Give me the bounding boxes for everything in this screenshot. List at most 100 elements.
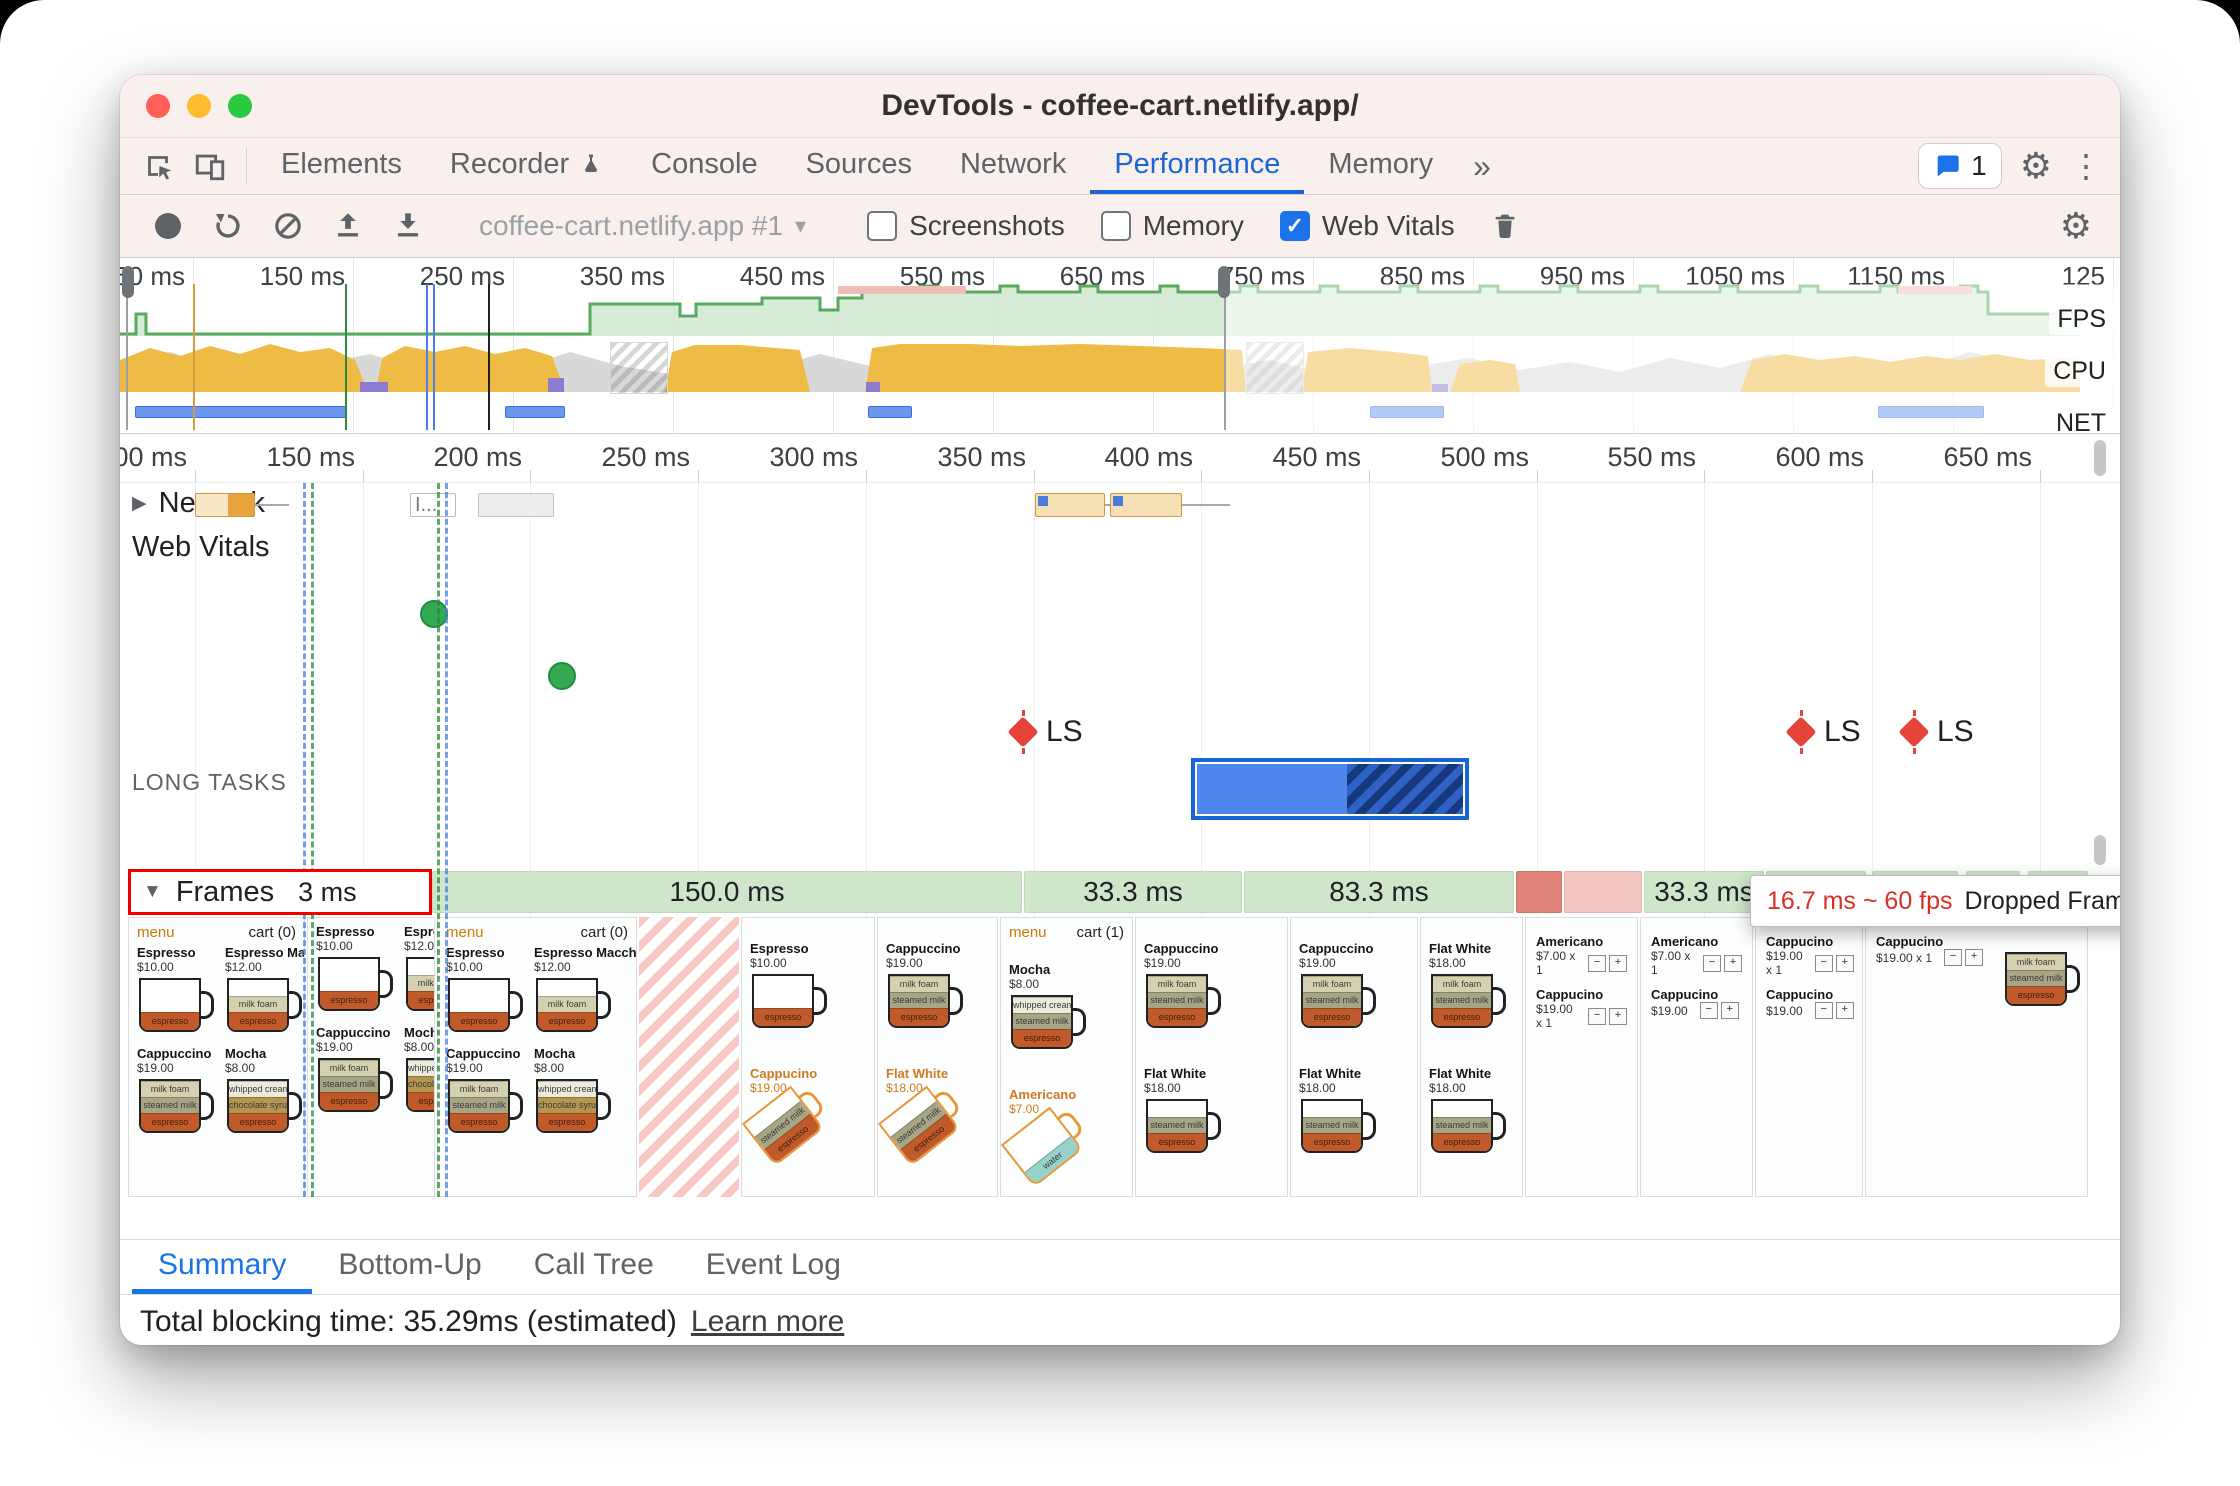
learn-more-link[interactable]: Learn more bbox=[690, 1304, 845, 1338]
tab-network[interactable]: Network bbox=[936, 138, 1090, 194]
load-profile-icon[interactable] bbox=[320, 209, 376, 243]
quantity-stepper[interactable]: − + bbox=[1699, 1002, 1739, 1019]
dropped-frame-segment[interactable] bbox=[1516, 871, 1562, 913]
issues-button[interactable]: 1 bbox=[1918, 143, 2002, 189]
filmstrip-frame[interactable]: Americano $7.00 x 1− + Cappucino $19.00 x 1−… bbox=[1525, 917, 1638, 1197]
stepper-minus-button[interactable]: − bbox=[1588, 1007, 1606, 1025]
filmstrip-frame[interactable]: Cappuccino $19.00 milk foam steamed milk esp… bbox=[877, 917, 998, 1197]
stepper-minus-button[interactable]: − bbox=[1814, 1002, 1833, 1019]
stepper-plus-button[interactable]: + bbox=[1724, 954, 1742, 972]
dropped-frame-segment[interactable] bbox=[1564, 871, 1642, 913]
frame-segment[interactable]: 83.3 ms bbox=[1244, 871, 1514, 913]
layout-shift-marker[interactable] bbox=[1785, 716, 1817, 748]
long-task-bar[interactable] bbox=[1191, 758, 1469, 820]
network-request[interactable] bbox=[478, 493, 554, 517]
tab-event-log[interactable]: Event Log bbox=[705, 1247, 841, 1281]
quantity-stepper[interactable]: − + bbox=[1814, 954, 1854, 972]
menu-item-espresso-macchiato: Espresso Macchiato$12.00 milk foamespress… bbox=[534, 945, 636, 1036]
filmstrip-frame[interactable]: Cappuccino $19.00 milk foam steamed milk esp… bbox=[1290, 917, 1418, 1197]
quantity-stepper[interactable]: − + bbox=[1588, 1007, 1627, 1025]
overview-row-label-cpu: CPU bbox=[2045, 356, 2114, 387]
filmstrip-frame[interactable]: Flat White $18.00 milk foam steamed milk esp… bbox=[1420, 917, 1523, 1197]
filmstrip-frame[interactable]: menu cart (0) Espresso $10.00 espresso Espres… bbox=[437, 917, 637, 1197]
filmstrip-frame[interactable]: menu cart (1) Mocha $8.00 whipped cream steam… bbox=[1000, 917, 1133, 1197]
network-request[interactable] bbox=[195, 493, 255, 517]
inspect-element-icon[interactable] bbox=[132, 138, 184, 194]
tab-memory[interactable]: Memory bbox=[1304, 138, 1457, 194]
record-button[interactable] bbox=[140, 213, 196, 239]
trash-icon[interactable] bbox=[1477, 210, 1533, 242]
filmstrip-frame[interactable]: Espresso $10.00 espresso Cappucino $19.00 ste… bbox=[741, 917, 875, 1197]
quantity-stepper[interactable]: − + bbox=[1703, 954, 1742, 972]
save-profile-icon[interactable] bbox=[380, 209, 436, 243]
stepper-plus-button[interactable]: + bbox=[1835, 1002, 1854, 1019]
stepper-minus-button[interactable]: − bbox=[1814, 954, 1833, 972]
frame-segment[interactable]: 150.0 ms bbox=[432, 871, 1022, 913]
stepper-minus-button[interactable]: − bbox=[1699, 1002, 1718, 1019]
checkbox-box-memory[interactable] bbox=[1100, 211, 1131, 241]
scrollbar-thumb[interactable] bbox=[2094, 835, 2106, 865]
layout-shift-marker[interactable] bbox=[1898, 716, 1930, 748]
stepper-minus-button[interactable]: − bbox=[1703, 954, 1721, 972]
disclosure-triangle-icon[interactable]: ▶ bbox=[132, 493, 147, 514]
zoom-button[interactable] bbox=[228, 94, 252, 118]
quantity-stepper[interactable]: − + bbox=[1588, 954, 1627, 972]
network-request[interactable] bbox=[1110, 493, 1182, 517]
overview-left-handle[interactable] bbox=[126, 284, 128, 430]
checkbox-box-web-vitals[interactable]: ✓ bbox=[1279, 211, 1310, 241]
checkbox-box-screenshots[interactable] bbox=[867, 211, 898, 241]
tab-recorder[interactable]: Recorder bbox=[426, 138, 627, 194]
stepper-plus-button[interactable]: + bbox=[1835, 954, 1854, 972]
overview-left-grip[interactable] bbox=[122, 266, 134, 298]
filmstrip-frame[interactable]: menu cart (0) Espresso $10.00 espresso Espres… bbox=[128, 917, 305, 1197]
more-tabs-button[interactable]: » bbox=[1473, 147, 1491, 184]
scrollbar-thumb[interactable] bbox=[2094, 440, 2106, 476]
stepper-plus-button[interactable]: + bbox=[1965, 949, 1984, 966]
filmstrip-frame[interactable]: Cappucino $19.00 x 1− + Cappucino $19.00− + bbox=[1755, 917, 1863, 1197]
frame-segment[interactable]: 33.3 ms bbox=[1644, 871, 1764, 913]
minimize-button[interactable] bbox=[187, 94, 211, 118]
timeline-overview[interactable]: 50 ms 150 ms 250 ms 350 ms 450 ms 550 ms 650 m… bbox=[120, 258, 2120, 434]
stepper-plus-button[interactable]: + bbox=[1720, 1002, 1739, 1019]
disclosure-triangle-down-icon[interactable]: ▼ bbox=[143, 881, 162, 902]
profile-select[interactable]: coffee-cart.netlify.app #1 ▾ bbox=[465, 210, 820, 242]
tab-bottom-up[interactable]: Bottom-Up bbox=[338, 1247, 482, 1281]
timeline-ruler[interactable]: 100 ms 150 ms 200 ms 250 ms 300 ms 350 ms 400 … bbox=[120, 434, 2120, 483]
quantity-stepper[interactable]: − + bbox=[1944, 949, 1984, 966]
device-toolbar-icon[interactable] bbox=[184, 138, 236, 194]
clear-icon[interactable] bbox=[260, 210, 316, 242]
capture-settings-gear-icon[interactable]: ⚙ bbox=[2059, 205, 2092, 246]
stepper-minus-button[interactable]: − bbox=[1588, 954, 1606, 972]
ruler-label: 150 ms bbox=[266, 442, 355, 472]
filmstrip-frame[interactable]: Cappuccino $19.00 milk foam steamed milk esp… bbox=[1135, 917, 1288, 1197]
settings-gear-icon[interactable]: ⚙ bbox=[2019, 145, 2052, 186]
app-header: menu cart (0) bbox=[137, 924, 296, 941]
checkbox-screenshots[interactable]: Screenshots bbox=[849, 210, 1083, 242]
tab-elements[interactable]: Elements bbox=[257, 138, 426, 194]
checkbox-memory[interactable]: Memory bbox=[1083, 210, 1262, 242]
filmstrip-frame[interactable]: Americano $7.00 x 1− + Cappucino $19.00− + bbox=[1640, 917, 1753, 1197]
frames-track-header[interactable]: ▼ Frames 3 ms bbox=[128, 869, 432, 915]
checkbox-web-vitals[interactable]: ✓ Web Vitals bbox=[1262, 210, 1473, 242]
reload-record-icon[interactable] bbox=[200, 209, 256, 243]
kebab-menu-icon[interactable]: ⋮ bbox=[2070, 148, 2102, 184]
vitals-marker-fcp[interactable] bbox=[420, 600, 448, 628]
overview-right-handle[interactable] bbox=[1224, 284, 1226, 430]
network-request[interactable]: I... bbox=[410, 493, 456, 517]
filmstrip-frame[interactable]: Cappucino $19.00 x 1− + milk foam steamed mi… bbox=[1865, 917, 2088, 1197]
frame-segment[interactable]: 33.3 ms bbox=[1024, 871, 1242, 913]
overview-right-grip[interactable] bbox=[1218, 266, 1230, 298]
tab-summary[interactable]: Summary bbox=[132, 1240, 313, 1294]
quantity-stepper[interactable]: − + bbox=[1814, 1002, 1854, 1019]
tab-call-tree[interactable]: Call Tree bbox=[533, 1247, 654, 1281]
tab-performance[interactable]: Performance bbox=[1090, 138, 1305, 194]
network-request[interactable] bbox=[1035, 493, 1105, 517]
close-button[interactable] bbox=[146, 94, 170, 118]
stepper-minus-button[interactable]: − bbox=[1944, 949, 1963, 966]
stepper-plus-button[interactable]: + bbox=[1609, 954, 1627, 972]
tab-sources[interactable]: Sources bbox=[782, 138, 936, 194]
tab-console[interactable]: Console bbox=[627, 138, 781, 194]
vitals-marker-lcp[interactable] bbox=[548, 662, 576, 690]
stepper-plus-button[interactable]: + bbox=[1609, 1007, 1627, 1025]
